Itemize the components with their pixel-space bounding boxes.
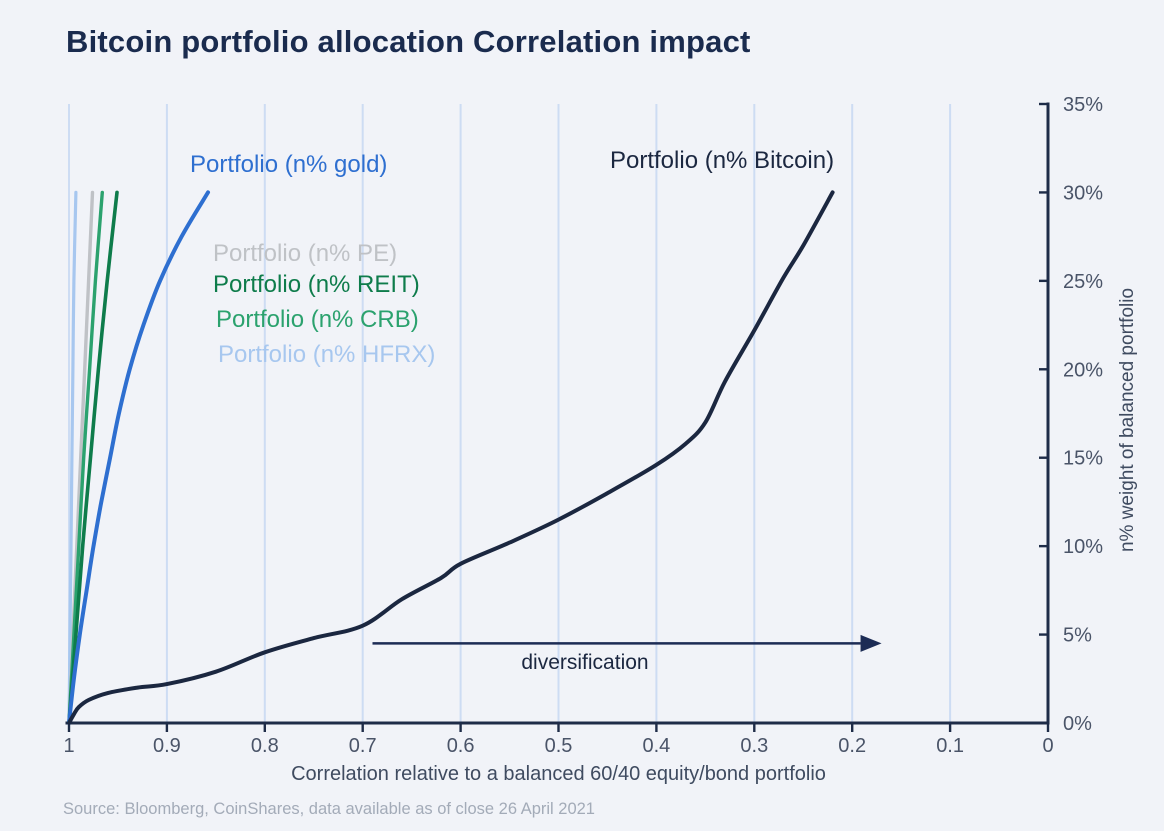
y-tick-label: 5% <box>1063 625 1092 647</box>
x-tick-label: 0.2 <box>838 735 866 757</box>
y-tick-label: 10% <box>1063 536 1103 558</box>
x-tick-label: 0 <box>1042 735 1053 757</box>
curve-portfolio-n-gold- <box>67 190 210 725</box>
y-tick-label: 0% <box>1063 713 1092 735</box>
x-tick-label: 0.4 <box>642 735 670 757</box>
series-label-gold: Portfolio (n% gold) <box>190 151 388 178</box>
x-tick-label: 0.3 <box>740 735 768 757</box>
series-label-bitcoin: Portfolio (n% Bitcoin) <box>610 147 835 174</box>
x-tick-label: 0.6 <box>447 735 475 757</box>
diversification-label: diversification <box>521 651 649 674</box>
series-label-hfrx: Portfolio (n% HFRX) <box>218 341 436 368</box>
x-tick-label: 0.7 <box>349 735 377 757</box>
y-tick-label: 20% <box>1063 359 1103 381</box>
x-tick-label: 0.1 <box>936 735 964 757</box>
x-tick-label: 1 <box>63 735 74 757</box>
page-title: Bitcoin portfolio allocation Correlation… <box>66 24 751 59</box>
y-tick-label: 15% <box>1063 448 1103 470</box>
curve-portfolio-n-bitcoin- <box>67 190 835 725</box>
x-axis-title: Correlation relative to a balanced 60/40… <box>291 763 826 785</box>
series-label-reit: Portfolio (n% REIT) <box>213 271 420 298</box>
series-label-pe: Portfolio (n% PE) <box>213 240 398 267</box>
series-label-crb: Portfolio (n% CRB) <box>216 306 419 333</box>
y-tick-label: 30% <box>1063 182 1103 204</box>
source-note: Source: Bloomberg, CoinShares, data avai… <box>63 800 595 818</box>
x-tick-label: 0.8 <box>251 735 279 757</box>
x-tick-label: 0.5 <box>545 735 573 757</box>
y-tick-label: 25% <box>1063 271 1103 293</box>
diversification-arrow-head <box>860 634 882 652</box>
x-tick-label: 0.9 <box>153 735 181 757</box>
curve-portfolio-n-hfrx- <box>67 190 78 725</box>
curve-portfolio-n-reit- <box>67 190 119 725</box>
curve-portfolio-n-crb- <box>67 190 104 725</box>
y-axis-title: n% weight of balanced portfolio <box>1117 287 1138 553</box>
y-tick-label: 35% <box>1063 94 1103 116</box>
